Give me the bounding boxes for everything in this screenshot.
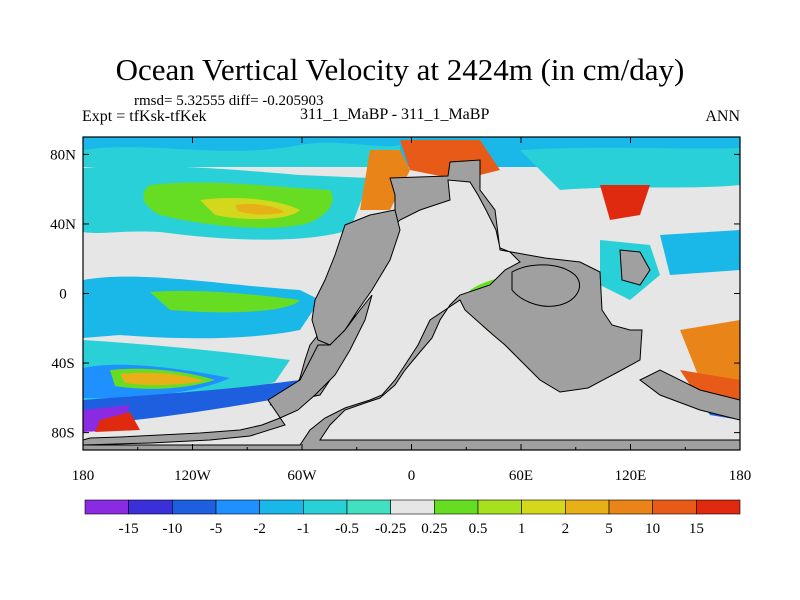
colorbar-swatch [565, 499, 610, 515]
field-eq-green [150, 290, 300, 313]
land-masses [83, 159, 740, 450]
field-spac-orange [120, 372, 205, 386]
colorbar-label: -0.5 [335, 521, 359, 537]
colorbar-label: -2 [253, 521, 266, 537]
colorbar-label: 2 [562, 521, 570, 537]
colorbar-label: 5 [605, 521, 613, 537]
colorbar-label: -5 [210, 521, 223, 537]
field-so-red [95, 412, 140, 432]
field-npac-orange [235, 203, 285, 215]
x-tick-label: 180 [72, 468, 95, 484]
y-tick-label: 0 [59, 287, 67, 303]
y-tick-label: 80S [51, 426, 74, 442]
x-tick-label: 120E [615, 468, 647, 484]
colorbar-swatch [84, 499, 129, 515]
colorbar-label: -15 [119, 521, 139, 537]
colorbar-swatch [521, 499, 566, 515]
colorbar-swatch [608, 499, 653, 515]
center-label: 311_1_MaBP - 311_1_MaBP [300, 106, 490, 123]
stats-label: rmsd= 5.32555 diff= -0.205903 [134, 93, 324, 109]
colorbar-label: 0.25 [421, 521, 447, 537]
colorbar: -15 -10 -5 -2 -1 -0.5 -0.25 0.25 0.5 1 2 5 10 15 [84, 499, 741, 537]
x-tick-label: 180 [729, 468, 752, 484]
colorbar-swatch [434, 499, 479, 515]
colorbar-swatch [696, 499, 741, 515]
field-nwpac-red [600, 185, 650, 220]
y-axis: 80N 40N 0 40S 80S [50, 147, 740, 442]
colorbar-swatch [128, 499, 173, 515]
field-nwpac [520, 147, 740, 190]
x-tick-label: 0 [408, 468, 416, 484]
field-arctic-patch [83, 142, 400, 167]
colorbar-label: -0.25 [375, 521, 406, 537]
x-tick-label: 60W [287, 468, 317, 484]
colorbar-label: 15 [689, 521, 704, 537]
colorbar-label: 10 [645, 521, 660, 537]
colorbar-swatch [390, 499, 435, 515]
colorbar-swatch [215, 499, 260, 515]
land-antarctica-west [83, 294, 373, 446]
colorbar-label: -1 [297, 521, 310, 537]
x-axis: 180 120W 60W 0 60E 120E 180 [72, 137, 752, 484]
colorbar-label: -10 [162, 521, 182, 537]
colorbar-label: 1 [518, 521, 526, 537]
land-americas-afro-eurasia [83, 159, 740, 450]
field-southern-ocean [83, 380, 300, 425]
y-tick-label: 80N [50, 147, 76, 163]
experiment-label: Expt = tfKsk-tfKek [82, 108, 207, 125]
chart-title: Ocean Vertical Velocity at 2424m (in cm/… [115, 52, 685, 87]
y-tick-label: 40N [50, 217, 76, 233]
colorbar-swatch [172, 499, 217, 515]
x-tick-label: 60E [509, 468, 533, 484]
x-tick-label: 120W [174, 468, 212, 484]
season-label: ANN [705, 108, 740, 125]
colorbar-swatch [652, 499, 697, 515]
colorbar-swatch [477, 499, 522, 515]
coast-indian [511, 264, 580, 307]
colorbar-swatch [259, 499, 304, 515]
colorbar-label: 0.5 [469, 521, 488, 537]
land-maritime-continent [619, 249, 651, 286]
y-tick-label: 40S [51, 356, 74, 372]
field-east-blue [660, 230, 740, 275]
colorbar-swatch [346, 499, 391, 515]
colorbar-swatch [303, 499, 348, 515]
